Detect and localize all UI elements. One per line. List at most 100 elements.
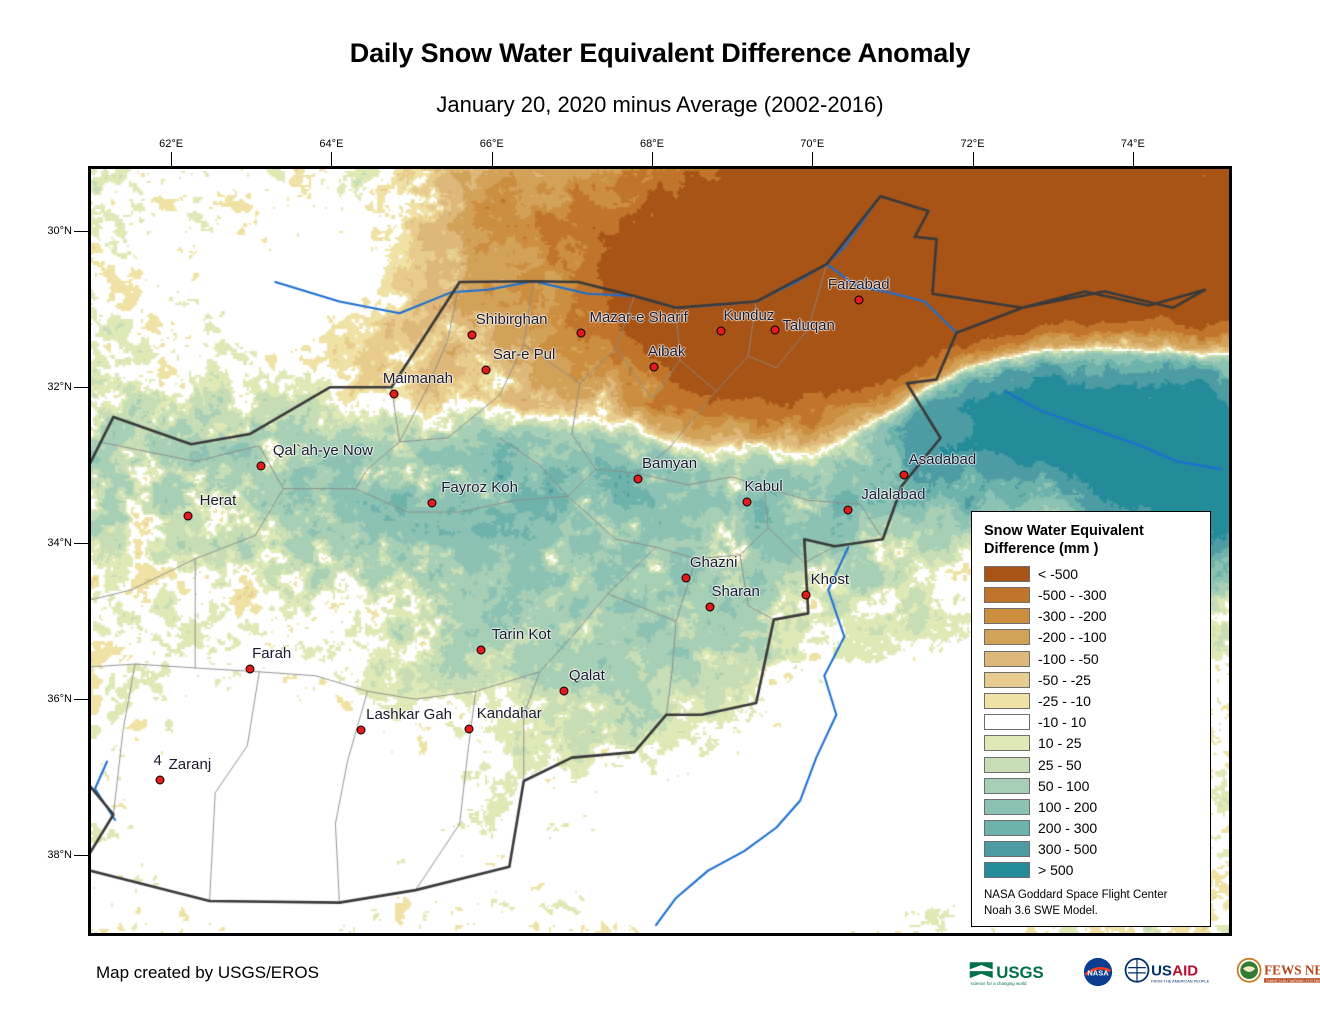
fewsnet-logo: FEWS NET FAMINE EARLY WARNING SYSTEMS NE… — [1234, 957, 1320, 987]
city-marker[interactable] — [770, 325, 780, 335]
legend-row: -300 - -200 — [984, 606, 1200, 627]
city-marker[interactable] — [559, 686, 569, 696]
city-label: Kandahar — [476, 704, 542, 722]
city-marker[interactable] — [705, 602, 715, 612]
city-label: Shibirghan — [475, 311, 548, 329]
lon-tick-mark — [491, 152, 493, 166]
legend-row: 50 - 100 — [984, 775, 1200, 796]
lat-tick-label: 38°N — [47, 849, 72, 862]
svg-text:FROM THE AMERICAN PEOPLE: FROM THE AMERICAN PEOPLE — [1151, 979, 1209, 984]
city-marker[interactable] — [649, 362, 659, 372]
lon-tick-label: 72°E — [960, 138, 985, 150]
legend-row: 300 - 500 — [984, 839, 1200, 860]
legend-title-line2: Difference (mm ) — [984, 541, 1099, 558]
svg-text:NASA: NASA — [1087, 969, 1109, 978]
city-marker[interactable] — [854, 295, 864, 305]
svg-text:US: US — [1151, 963, 1172, 980]
legend-label: -200 - -100 — [1038, 629, 1107, 646]
city-marker[interactable] — [245, 664, 255, 674]
legend-label: -50 - -25 — [1038, 671, 1091, 688]
city-marker[interactable] — [467, 330, 477, 340]
legend-swatch — [984, 692, 1030, 709]
city-label: Taluqan — [782, 317, 835, 335]
lon-tick-label: 66°E — [479, 138, 504, 150]
legend-label: 25 - 50 — [1038, 756, 1082, 773]
city-marker[interactable] — [476, 645, 486, 655]
legend-swatch — [984, 862, 1030, 879]
city-marker[interactable] — [481, 365, 491, 375]
lon-tick-label: 68°E — [639, 138, 664, 150]
lon-tick-mark — [651, 152, 653, 166]
city-label: Tarin Kot — [491, 626, 551, 643]
city-marker[interactable] — [464, 724, 474, 734]
city-label: Kunduz — [723, 307, 775, 325]
city-label: Lashkar Gah — [366, 706, 453, 724]
legend-row: 200 - 300 — [984, 818, 1200, 839]
city-marker[interactable] — [356, 725, 366, 735]
city-marker[interactable] — [633, 474, 643, 484]
city-marker[interactable] — [256, 461, 266, 471]
map-credit: Map created by USGS/EROS — [96, 963, 319, 982]
legend-label: -10 - 10 — [1038, 714, 1087, 731]
lat-tick-mark — [74, 231, 88, 233]
city-marker[interactable] — [899, 470, 909, 480]
nasa-logo: NASA — [1083, 957, 1112, 987]
svg-text:USGS: USGS — [996, 963, 1043, 982]
lon-tick-label: 74°E — [1120, 138, 1145, 150]
city-label: Asadabad — [908, 451, 977, 469]
svg-text:FEWS NET: FEWS NET — [1264, 963, 1320, 978]
legend-swatch — [984, 629, 1030, 646]
svg-text:AID: AID — [1172, 963, 1198, 980]
lon-tick-mark — [171, 152, 173, 166]
lat-tick-label: 36°N — [47, 693, 72, 706]
legend-row: 10 - 25 — [984, 733, 1200, 754]
city-marker[interactable] — [843, 505, 853, 515]
legend-row: -10 - 10 — [984, 712, 1200, 733]
legend-label: 10 - 25 — [1038, 735, 1082, 752]
legend-title-line1: Snow Water Equivalent — [984, 523, 1144, 539]
legend-label: > 500 — [1038, 862, 1074, 879]
legend-swatch — [984, 671, 1030, 688]
svg-text:science for a changing world: science for a changing world — [971, 981, 1027, 986]
svg-text:FAMINE EARLY WARNING SYSTEMS N: FAMINE EARLY WARNING SYSTEMS NETWORK — [1266, 979, 1320, 983]
city-label: Qal`ah-ye Now — [272, 442, 373, 460]
legend-swatch — [984, 777, 1030, 794]
city-label: Jalalabad — [861, 485, 926, 503]
legend-label: -500 - -300 — [1038, 587, 1107, 604]
legend-swatch — [984, 798, 1030, 815]
city-label: Maimanah — [382, 369, 453, 387]
lon-tick-mark — [331, 152, 333, 166]
legend-title: Snow Water Equivalent Difference (mm ) — [984, 522, 1200, 558]
city-label: Kabul — [744, 477, 783, 495]
lon-tick-mark — [972, 152, 974, 166]
lat-tick-mark — [74, 699, 88, 701]
legend-swatch — [984, 735, 1030, 752]
page-title: Daily Snow Water Equivalent Difference A… — [349, 38, 971, 68]
city-marker[interactable] — [576, 328, 586, 338]
city-marker[interactable] — [681, 573, 691, 583]
city-marker[interactable] — [742, 497, 752, 507]
city-marker[interactable] — [801, 590, 811, 600]
city-marker[interactable] — [389, 389, 399, 399]
usaid-logo: US AID FROM THE AMERICAN PEOPLE — [1121, 957, 1226, 987]
city-marker[interactable] — [716, 326, 726, 336]
lon-tick-mark — [1132, 152, 1134, 166]
city-label: Fayroz Koh — [441, 478, 518, 496]
city-marker[interactable] — [427, 498, 437, 508]
legend-swatch — [984, 650, 1030, 667]
legend-row: < -500 — [984, 563, 1200, 584]
legend-panel: Snow Water Equivalent Difference (mm ) <… — [971, 511, 1211, 927]
legend-row: -100 - -50 — [984, 648, 1200, 669]
legend-label: < -500 — [1038, 565, 1079, 582]
city-marker[interactable] — [183, 511, 193, 521]
legend-row: -200 - -100 — [984, 627, 1200, 648]
legend-swatch — [984, 608, 1030, 625]
legend-row: -500 - -300 — [984, 584, 1200, 605]
lon-tick-mark — [812, 152, 814, 166]
city-marker[interactable] — [155, 775, 165, 785]
clipped-label: 4 — [153, 752, 162, 770]
legend-row: -25 - -10 — [984, 690, 1200, 711]
legend-swatch — [984, 820, 1030, 837]
city-label: Aibak — [647, 343, 686, 361]
legend-label: 300 - 500 — [1038, 841, 1098, 858]
